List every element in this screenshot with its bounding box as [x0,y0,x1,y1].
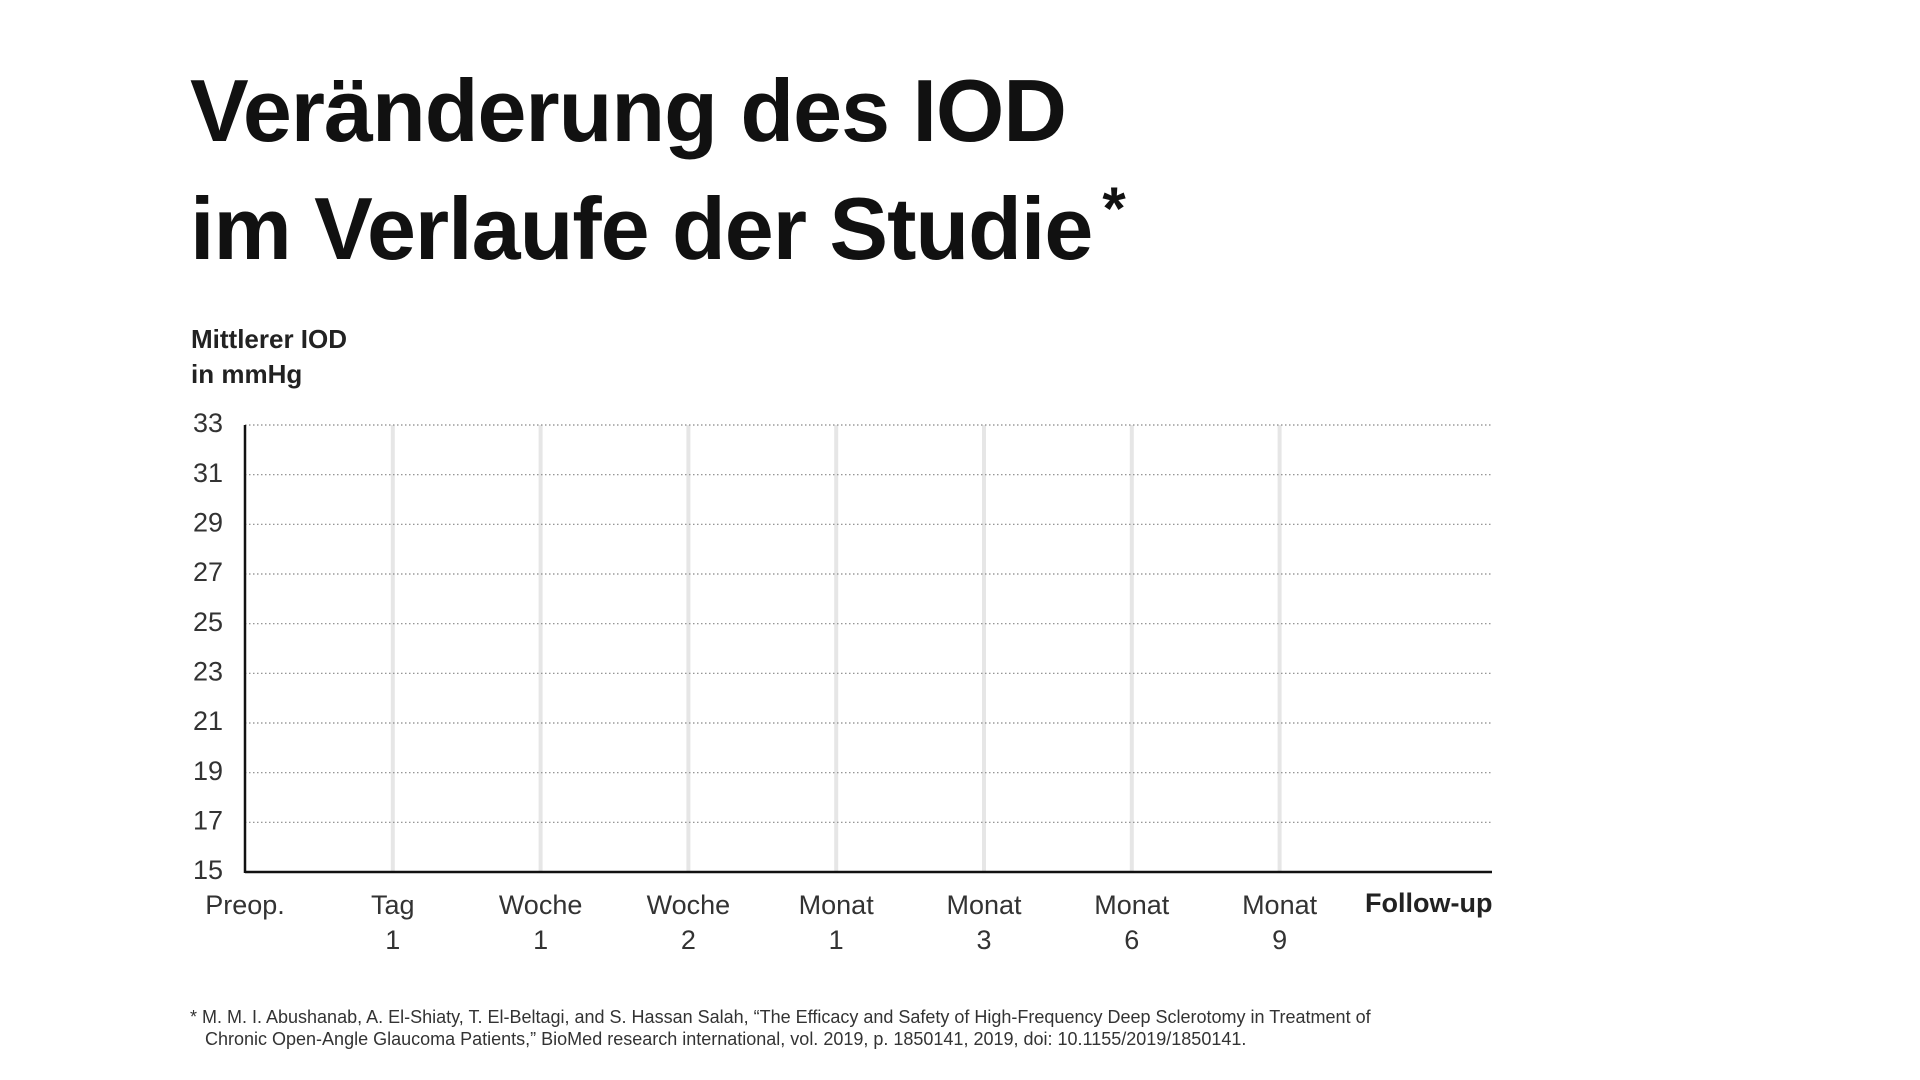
y-tick-label: 17 [193,805,223,835]
x-tick-label: Monat 6 [1094,890,1170,955]
x-tick-label: Preop. [205,890,285,920]
chart-title: Veränderung des IOD im Verlaufe der Stud… [190,61,1126,278]
y-axis-label: Mittlerer IOD in mmHg [191,324,348,389]
x-tick-label: Monat 9 [1242,890,1318,955]
x-tick-label: Monat 3 [946,890,1022,955]
y-tick-label: 21 [193,706,223,736]
x-tick-label: Woche 2 [646,890,731,955]
y-tick-label: 33 [193,408,223,438]
y-tick-label: 29 [193,507,223,537]
x-axis-label: Follow-up [1365,888,1493,918]
y-tick-label: 19 [193,756,223,786]
y-tick-label: 27 [193,557,223,587]
x-tick-label: Tag 1 [371,890,415,955]
x-tick-label: Monat 1 [798,890,874,955]
title-marker: * [1102,175,1125,242]
y-tick-label: 31 [193,458,223,488]
y-tick-label: 23 [193,656,223,686]
title-text: Veränderung des IOD im Verlaufe der Stud… [190,61,1093,278]
footnote: * M. M. I. Abushanab, A. El-Shiaty, T. E… [190,1007,1371,1049]
y-tick-label: 25 [193,607,223,637]
y-tick-label: 15 [193,855,223,885]
x-tick-label: Woche 1 [498,890,583,955]
